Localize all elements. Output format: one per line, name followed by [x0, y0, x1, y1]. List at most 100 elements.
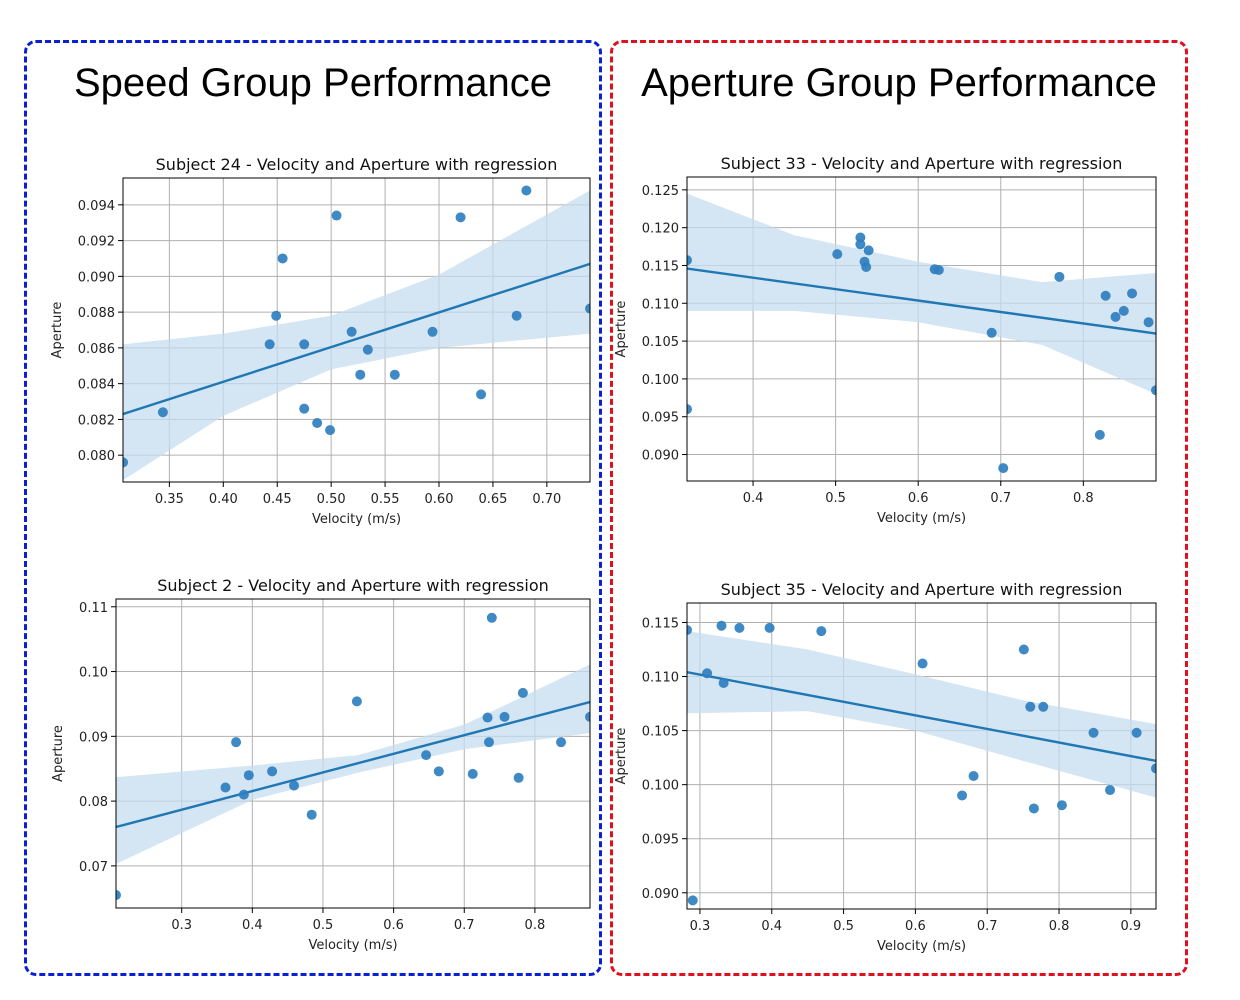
data-point	[917, 658, 928, 669]
x-tick-label: 0.6	[908, 491, 929, 506]
y-tick-label: 0.084	[78, 378, 115, 393]
data-point	[427, 326, 438, 337]
data-point	[238, 789, 249, 800]
data-point	[312, 417, 323, 428]
data-point	[933, 265, 944, 276]
data-point	[421, 750, 432, 761]
data-point	[264, 339, 275, 350]
data-point	[499, 711, 510, 722]
x-tick-label: 0.45	[263, 492, 292, 507]
data-point	[998, 463, 1009, 474]
y-tick-label: 0.11	[79, 601, 108, 616]
y-tick-label: 0.086	[78, 342, 115, 357]
y-tick-label: 0.105	[642, 725, 679, 740]
confidence-band	[687, 631, 1156, 798]
data-point	[1094, 429, 1105, 440]
chart-0: 0.35 0.40 0.45 0.50 0.55 0.60 0.65 0.70 0.080 0.0…	[50, 155, 591, 527]
data-point	[1038, 701, 1049, 712]
x-tick-label: 0.3	[171, 918, 192, 933]
x-tick-label: 0.4	[242, 918, 263, 933]
chart-title: Subject 33 - Velocity and Aperture with …	[721, 154, 1123, 173]
x-tick-label: 0.5	[833, 919, 854, 934]
x-axis-label: Velocity (m/s)	[877, 511, 966, 526]
x-tick-label: 0.35	[155, 492, 184, 507]
chart-3: 0.3 0.4 0.5 0.6 0.7 0.8 0.9 0.090 0.095 0.100 0.10…	[614, 580, 1157, 954]
data-point	[1127, 288, 1138, 299]
x-tick-label: 0.50	[317, 492, 346, 507]
data-point	[687, 404, 692, 415]
y-tick-label: 0.092	[78, 235, 115, 250]
x-tick-label: 0.5	[825, 491, 846, 506]
speed-group-box: Speed Group Performance	[24, 40, 602, 976]
data-point	[816, 626, 827, 637]
data-point	[986, 327, 997, 338]
y-tick-label: 0.09	[79, 730, 108, 745]
y-tick-label: 0.094	[78, 199, 115, 214]
data-point	[116, 890, 121, 901]
data-point	[556, 737, 567, 748]
plot-area	[116, 612, 590, 901]
y-tick-label: 0.08	[79, 795, 108, 810]
x-axis-label: Velocity (m/s)	[877, 939, 966, 954]
data-point	[123, 457, 128, 468]
data-point	[1056, 800, 1067, 811]
y-tick-label: 0.095	[642, 411, 679, 426]
data-point	[231, 737, 242, 748]
data-point	[702, 668, 713, 679]
y-tick-label: 0.10	[79, 666, 108, 681]
data-point	[355, 369, 366, 380]
confidence-band	[687, 193, 1156, 395]
plot-frame	[686, 176, 1157, 482]
chart-2: 0.4 0.5 0.6 0.7 0.8 0.090 0.095 0.100 0.105 0.110…	[614, 154, 1157, 526]
x-tick-label: 0.7	[990, 491, 1011, 506]
data-point	[1118, 305, 1129, 316]
y-tick-label: 0.105	[642, 335, 679, 350]
data-point	[299, 403, 310, 414]
x-tick-label: 0.70	[532, 492, 561, 507]
data-point	[832, 249, 843, 260]
y-tick-label: 0.088	[78, 306, 115, 321]
data-point	[764, 622, 775, 633]
data-point	[861, 261, 872, 272]
data-point	[1025, 701, 1036, 712]
regression-line	[687, 267, 1156, 335]
data-point	[517, 687, 528, 698]
plot-area	[687, 193, 1156, 474]
data-point	[467, 768, 478, 779]
x-tick-label: 0.5	[313, 918, 334, 933]
x-tick-label: 0.4	[743, 491, 764, 506]
x-axis-label: Velocity (m/s)	[308, 938, 397, 953]
x-tick-label: 0.8	[525, 918, 546, 933]
data-point	[483, 737, 494, 748]
chart-1: 0.3 0.4 0.5 0.6 0.7 0.8 0.07 0.08 0.09 0.10 0.11 Su…	[51, 576, 591, 953]
data-point	[968, 771, 979, 782]
y-tick-label: 0.090	[642, 887, 679, 902]
data-point	[289, 780, 300, 791]
data-point	[346, 326, 357, 337]
x-tick-label: 0.8	[1049, 919, 1070, 934]
data-point	[277, 253, 288, 264]
y-tick-label: 0.080	[78, 449, 115, 464]
y-tick-label: 0.125	[642, 184, 679, 199]
data-point	[455, 212, 466, 223]
data-point	[331, 210, 342, 221]
data-point	[1131, 727, 1142, 738]
data-point	[351, 696, 362, 707]
data-point	[1105, 785, 1116, 796]
data-point	[687, 895, 698, 906]
y-tick-label: 0.120	[642, 222, 679, 237]
plot-frame	[122, 177, 591, 483]
data-point	[1151, 385, 1156, 396]
x-tick-label: 0.8	[1073, 491, 1094, 506]
data-point	[220, 782, 231, 793]
x-tick-label: 0.4	[761, 919, 782, 934]
data-point	[687, 625, 692, 636]
data-point	[1151, 763, 1156, 774]
data-point	[486, 612, 497, 623]
data-point	[243, 770, 254, 781]
data-point	[1143, 317, 1154, 328]
x-tick-label: 0.6	[383, 918, 404, 933]
y-tick-label: 0.115	[642, 616, 679, 631]
regression-line	[116, 700, 590, 829]
